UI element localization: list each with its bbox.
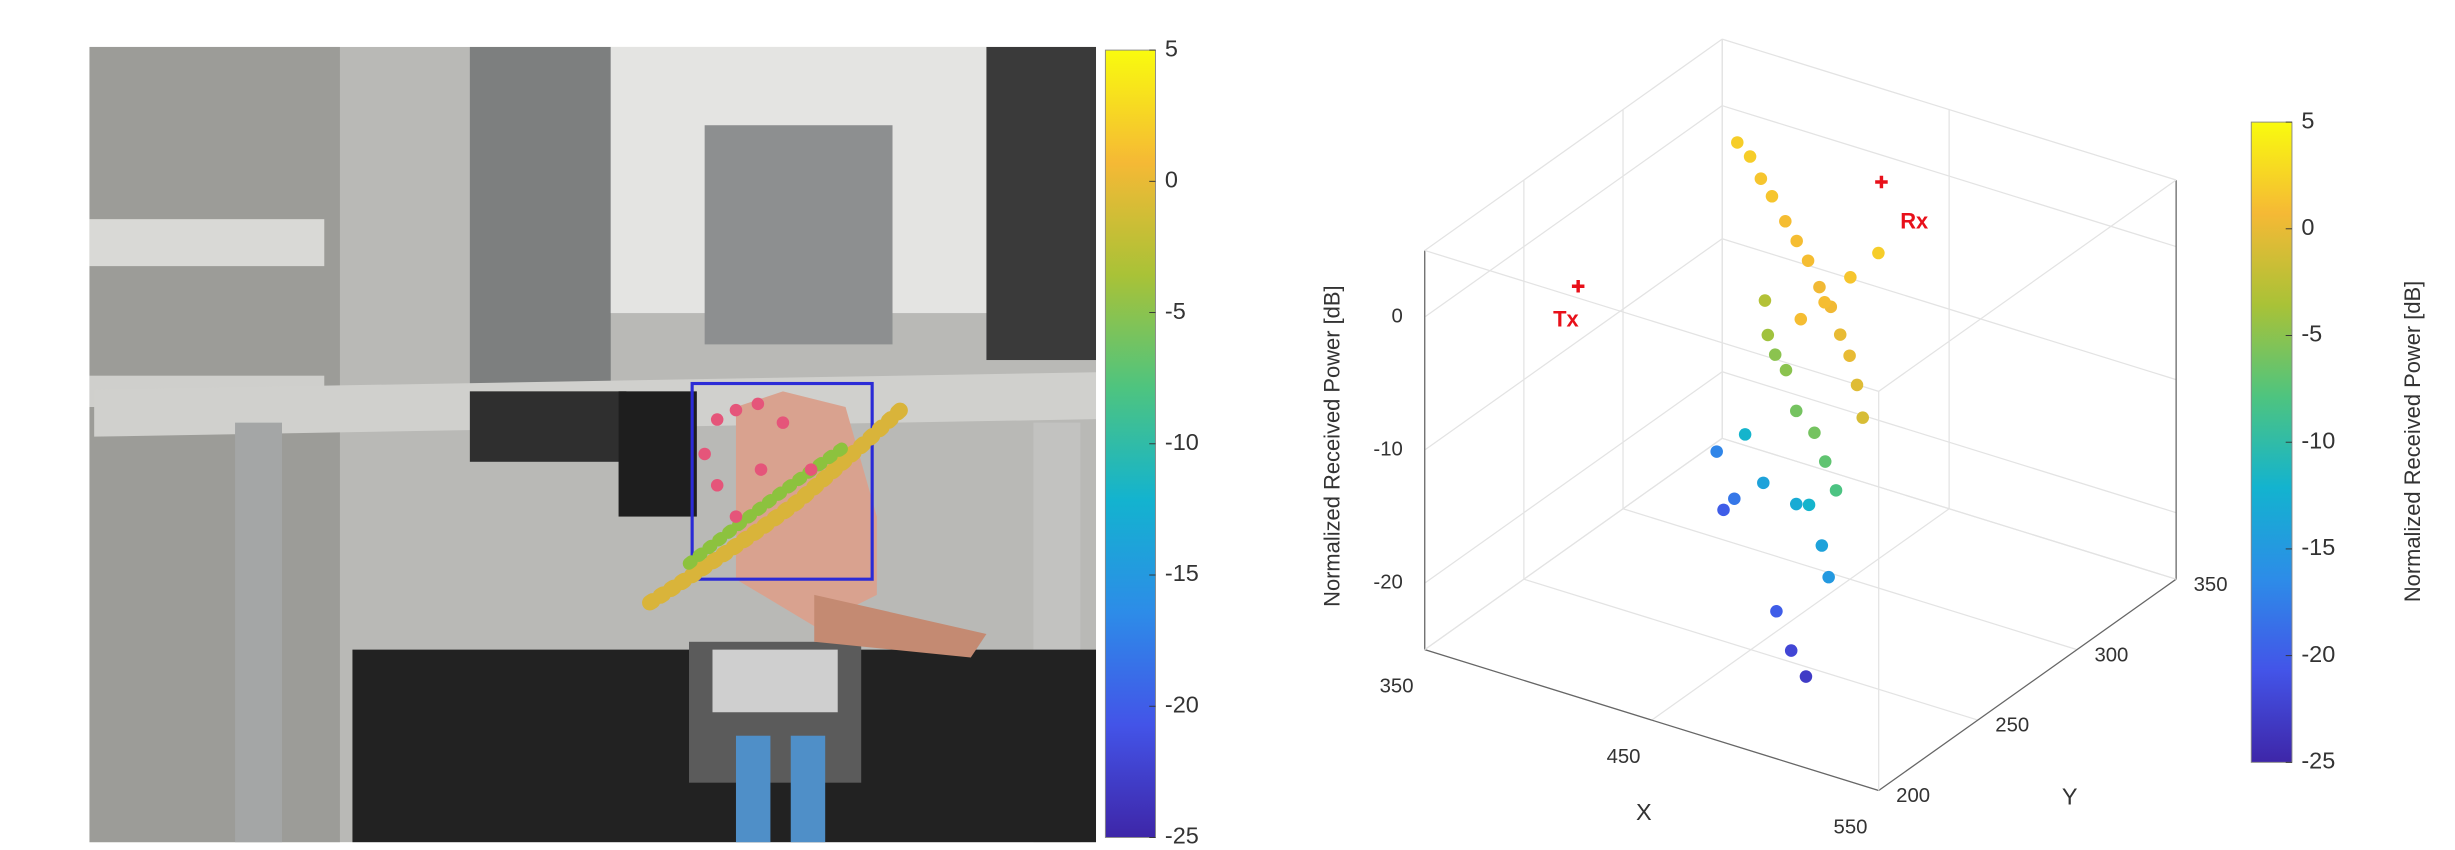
colorbar-tick-label: 5 [1165,35,1178,61]
photo [89,47,1096,842]
data-point [1803,499,1816,512]
colorbar-gradient [1105,50,1155,837]
colorbar-tick-label: -25 [1165,823,1199,849]
data-point [1843,349,1856,362]
grid-line [1425,239,1722,450]
y-tick-label: 300 [2094,644,2128,666]
x-tick-label: 450 [1607,746,1641,768]
z-axis-label: Normalized Received Power [dB] [1320,285,1345,606]
data-point [1872,247,1885,260]
y-tick-label: 200 [1896,785,1930,807]
data-point [1802,254,1815,267]
y-axis-label: Y [2062,784,2078,810]
z-tick-label: 0 [1392,305,1403,327]
box-edge [1425,250,1879,391]
colorbar-tick-label: 0 [1165,167,1178,193]
annotation: Tx [1553,306,1579,331]
colorbar-tick-label: -5 [2301,321,2322,347]
data-point [1710,445,1723,458]
colorbar-tick-label: 5 [2301,107,2314,133]
figure: 5 0 -5 -10 -15 -20 -25 350 450 550 200 250 300 350 -2… [0,0,2455,850]
data-point [1744,150,1757,163]
colorbar-tick-label: -25 [2301,748,2335,774]
y-tick-label: 250 [1995,715,2029,737]
data-point [1800,670,1813,683]
data-point [1808,426,1821,439]
data-point [1770,605,1783,618]
colorbar: 5 0 -5 -10 -15 -20 -25 [2251,107,2335,773]
marker [1572,280,1585,293]
data-point [1739,428,1752,441]
colorbar-tick-label: -15 [2301,534,2335,560]
data-point [1766,190,1779,203]
z-tick-label: -10 [1373,438,1402,460]
y-tick-label: 350 [2194,574,2228,596]
data-point [1813,281,1826,294]
colorbar-label: Normalized Received Power [dB] [2400,281,2425,602]
colorbar-tick-label: 0 [2301,214,2314,240]
x-tick-label: 350 [1380,676,1414,698]
data-point [1790,235,1803,248]
data-point [1780,364,1793,377]
data-point [1757,477,1770,490]
box-edge [1879,579,2176,790]
grid-line [1425,372,1722,583]
x-tick-label: 550 [1834,816,1868,838]
z-tick-label: -20 [1373,571,1402,593]
data-point [1755,172,1768,185]
data-point [1785,644,1798,657]
grid-line [1652,509,1949,720]
data-point [1728,492,1741,505]
annotation: Rx [1900,208,1929,233]
data-point [1769,348,1782,361]
data-point [1816,539,1829,552]
colorbar-tick-label: -5 [1165,298,1186,324]
data-point [1822,571,1835,584]
data-point [1795,313,1808,326]
data-point [1759,294,1772,307]
scatter-3d: 350 450 550 200 250 300 350 -20 -10 0 X Y Normalized… [1320,39,2425,838]
data-point [1717,504,1730,517]
data-point [1834,328,1847,341]
data-point [1779,215,1792,228]
data-point [1762,329,1775,342]
colorbar-tick-label: -20 [2301,641,2335,667]
colorbar: 5 0 -5 -10 -15 -20 -25 [1105,35,1198,848]
data-point [1851,379,1864,392]
data-point [1818,296,1831,309]
box-edge [1425,650,1879,791]
box-edge [1425,39,1722,250]
grid-line [1524,579,1978,720]
grid-line [1623,509,2077,650]
data-point [1830,484,1843,497]
colorbar-tick-label: -10 [2301,427,2335,453]
marker [1875,176,1888,189]
data-point [1731,136,1744,149]
colorbar-tick-label: -10 [1165,429,1199,455]
data-point [1856,411,1869,424]
box-edge [1425,438,1722,649]
colorbar-tick-label: -15 [1165,560,1199,586]
data-point [1790,405,1803,418]
data-point [1819,455,1832,468]
data-point [1790,498,1803,511]
colorbar-tick-label: -20 [1165,691,1199,717]
x-axis-label: X [1636,799,1652,825]
data-point [1844,271,1857,284]
